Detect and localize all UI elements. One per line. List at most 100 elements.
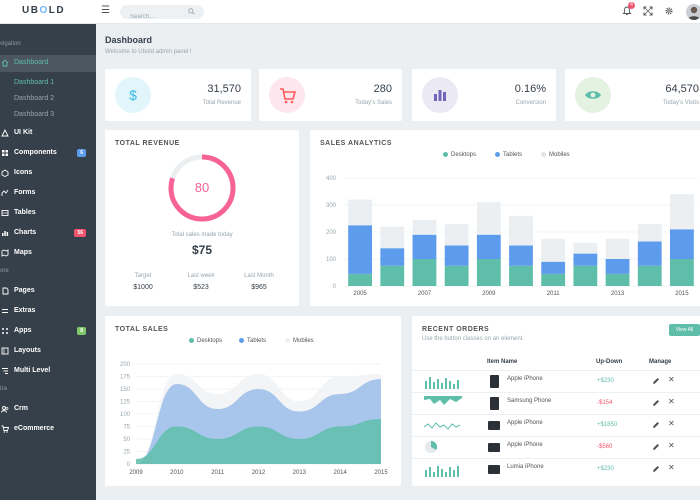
- sidebar-subitem-dashboard-1[interactable]: Dashboard 1: [14, 79, 55, 86]
- sidebar-item-icons[interactable]: Icons: [0, 165, 96, 182]
- logo-text-pre: UB: [22, 5, 40, 16]
- delete-icon[interactable]: ✕: [668, 419, 675, 428]
- revenue-donut: [168, 154, 236, 222]
- column-header-item-name: Item Name: [487, 359, 518, 365]
- sidebar: vigation Dashboard Dashboard 1 Dashboard…: [0, 24, 96, 500]
- item-name: Lumia iPhone: [507, 464, 544, 470]
- edit-icon[interactable]: [652, 377, 660, 385]
- sales-analytics-card: SALES ANALYTICS Desktops Tablets Mobiles…: [310, 130, 700, 306]
- eye-icon: [585, 91, 601, 99]
- sidebar-item-layouts[interactable]: Layouts: [0, 343, 96, 360]
- y-tick-label: 100: [120, 412, 131, 418]
- charts-icon: [2, 231, 9, 236]
- table-row: Lumia iPhone +$230 ✕: [412, 458, 700, 480]
- y-tick-label: 0: [333, 284, 337, 290]
- last-month-value: $965: [251, 284, 267, 291]
- view-all-button[interactable]: View All: [669, 324, 700, 336]
- stat-value: 64,570: [665, 83, 699, 95]
- gear-icon[interactable]: [664, 6, 674, 16]
- y-tick-label: 100: [326, 257, 337, 263]
- delete-icon[interactable]: ✕: [668, 441, 675, 450]
- notification-badge: 4: [628, 2, 635, 9]
- layouts-icon: [1, 347, 9, 355]
- delete-icon[interactable]: ✕: [668, 375, 675, 384]
- edit-icon[interactable]: [652, 399, 660, 407]
- total-revenue-card: TOTAL REVENUE 80 Total sales made today …: [105, 130, 299, 306]
- ui-kit-icon: [1, 129, 9, 137]
- stat-card-revenue: $ 31,570 Total Revenue: [105, 69, 251, 121]
- bar-desktops: [637, 265, 662, 286]
- up-down-value: -$560: [597, 444, 613, 450]
- delete-icon[interactable]: ✕: [668, 397, 675, 406]
- y-tick-label: 0: [127, 462, 131, 468]
- sidebar-item-forms[interactable]: Forms: [0, 185, 96, 202]
- sparkline-line: [424, 422, 461, 430]
- legend-dot: [541, 152, 546, 157]
- avatar[interactable]: [686, 4, 700, 20]
- sidebar-item-ui-kit[interactable]: UI Kit: [0, 125, 96, 142]
- sidebar-item-crm[interactable]: Crm: [0, 401, 96, 418]
- sidebar-item-label: Icons: [14, 169, 33, 176]
- bar-desktops: [605, 273, 630, 286]
- legend-dot: [285, 338, 290, 343]
- up-down-value: +$1850: [597, 422, 618, 428]
- delete-icon[interactable]: ✕: [668, 463, 675, 472]
- legend-tablets[interactable]: Tablets: [239, 338, 266, 344]
- legend-tablets[interactable]: Tablets: [495, 152, 522, 158]
- stat-label: Conversion: [515, 100, 546, 106]
- legend-desktops[interactable]: Desktops: [189, 338, 222, 344]
- x-tick-label: 2013: [293, 470, 307, 476]
- x-tick-label: 2009: [129, 470, 143, 476]
- sidebar-item-components[interactable]: Components 6: [0, 145, 96, 162]
- legend-mobiles[interactable]: Mobiles: [541, 152, 570, 158]
- sidebar-item-label: Apps: [14, 327, 32, 334]
- menu-icon[interactable]: ☰: [101, 5, 110, 16]
- stat-icon-circle: [269, 77, 305, 113]
- sidebar-item-extras[interactable]: Extras: [0, 303, 96, 320]
- fullscreen-icon[interactable]: [643, 6, 653, 16]
- x-tick-label: 2010: [170, 470, 184, 476]
- last-week-label: Last week: [187, 273, 215, 279]
- card-title: TOTAL REVENUE: [115, 140, 180, 147]
- legend-label: Tablets: [503, 152, 523, 159]
- logo[interactable]: UBOLD: [22, 5, 65, 16]
- sidebar-item-maps[interactable]: Maps: [0, 245, 96, 262]
- bar-desktops: [670, 259, 694, 286]
- sidebar-item-multi-level[interactable]: Multi Level: [0, 363, 96, 380]
- sidebar-item-apps[interactable]: Apps 8: [0, 323, 96, 340]
- edit-icon[interactable]: [652, 421, 660, 429]
- x-tick-label: 2009: [482, 291, 496, 297]
- sidebar-item-dashboard[interactable]: Dashboard: [0, 55, 96, 72]
- bar-mobiles: [476, 202, 501, 235]
- sidebar-heading-more: ore: [0, 268, 9, 274]
- bar-tablets: [541, 261, 566, 274]
- legend-mobiles[interactable]: Mobiles: [285, 338, 314, 344]
- stat-icon-circle: [422, 77, 458, 113]
- bar-mobiles: [637, 223, 662, 242]
- stat-value: 280: [373, 83, 392, 95]
- svg-text:$: $: [129, 87, 137, 103]
- card-title: RECENT ORDERS: [422, 326, 490, 333]
- target-value: $1000: [133, 284, 153, 291]
- sidebar-subitem-dashboard-2[interactable]: Dashboard 2: [14, 95, 55, 102]
- legend-desktops[interactable]: Desktops: [443, 152, 476, 158]
- search-icon[interactable]: [188, 8, 195, 15]
- sidebar-item-label: Layouts: [14, 347, 41, 354]
- sidebar-item-ecommerce[interactable]: eCommerce: [0, 421, 96, 438]
- sidebar-subitem-dashboard-3[interactable]: Dashboard 3: [14, 111, 55, 118]
- search-input[interactable]: [120, 10, 184, 24]
- bar-mobiles: [509, 215, 533, 246]
- legend-label: Mobiles: [549, 152, 570, 159]
- sidebar-item-pages[interactable]: Pages: [0, 283, 96, 300]
- page-subtitle: Welcome to Ubold admin panel !: [105, 49, 192, 55]
- edit-icon[interactable]: [652, 465, 660, 473]
- bar-tablets: [348, 225, 372, 274]
- stat-value: 31,570: [207, 83, 241, 95]
- home-icon: [1, 59, 9, 67]
- bar-desktops: [541, 273, 566, 286]
- legend-dot: [189, 338, 194, 343]
- edit-icon[interactable]: [652, 443, 660, 451]
- item-name: Apple iPhone: [507, 420, 543, 426]
- sidebar-item-tables[interactable]: Tables: [0, 205, 96, 222]
- sidebar-item-charts[interactable]: Charts 56: [0, 225, 96, 242]
